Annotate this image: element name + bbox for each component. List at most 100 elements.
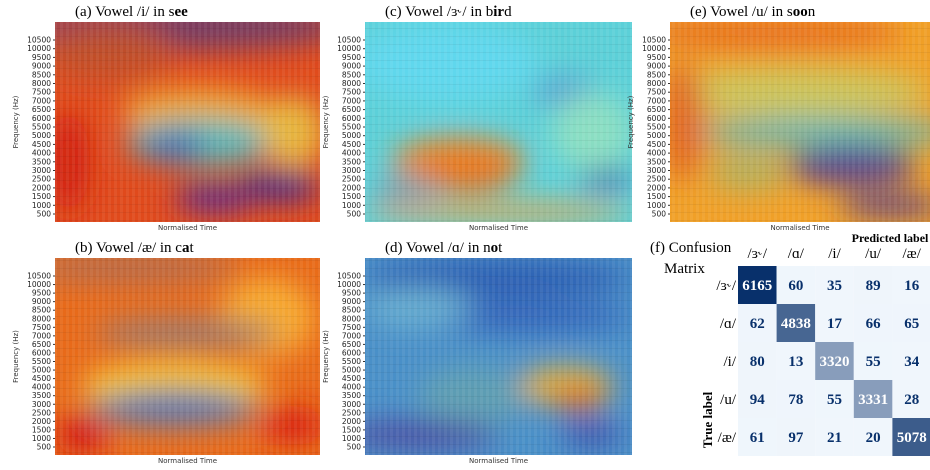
- confusion-matrix: (f) Confusion Matrix Predicted label True l…: [650, 231, 930, 456]
- y-tick-label: 1000: [32, 201, 51, 210]
- cm-value: 3331: [858, 392, 888, 408]
- y-tick-label: 2000: [32, 183, 51, 192]
- y-tick-label: 7500: [342, 323, 361, 332]
- spectrogram-image: [365, 22, 632, 222]
- cm-cell: [853, 266, 893, 304]
- y-tick-label: 5000: [342, 131, 361, 140]
- cm-cell: [738, 418, 777, 456]
- cm-cell: [815, 266, 854, 304]
- cm-value: 35: [827, 278, 842, 294]
- spectrogram-panel: (c) Vowel /ɜ˞/ in bird 500100015002000250…: [322, 4, 632, 232]
- spectrogram-image: [365, 258, 632, 455]
- texture: [365, 22, 632, 222]
- y-tick-label: 8500: [32, 70, 51, 79]
- y-tick-label: 8000: [647, 79, 666, 88]
- y-tick-label: 500: [37, 443, 52, 452]
- y-tick-label: 3500: [32, 391, 51, 400]
- y-tick-label: 9000: [647, 62, 666, 71]
- title-part: o: [491, 240, 499, 256]
- y-tick-label: 2500: [32, 175, 51, 184]
- cm-cell: [738, 380, 777, 418]
- cm-title: Matrix: [664, 261, 705, 277]
- cm-value: 4838: [781, 316, 811, 332]
- cm-value: 3320: [820, 354, 850, 370]
- y-tick-label: 7500: [342, 88, 361, 97]
- y-tick-label: 10500: [27, 36, 51, 45]
- cm-cell: [815, 304, 854, 342]
- y-tick-label: 7000: [32, 331, 51, 340]
- y-tick-label: 500: [347, 443, 362, 452]
- cm-col-label: /i/: [828, 246, 841, 262]
- x-axis-label: Normalised Time: [158, 224, 217, 232]
- cm-cell: [892, 380, 930, 418]
- cm-cell: [776, 418, 816, 456]
- texture: [55, 22, 320, 222]
- cm-value: 34: [904, 354, 920, 370]
- cm-cell: [776, 304, 816, 342]
- cm-value: 61: [750, 430, 765, 446]
- y-tick-label: 6000: [32, 114, 51, 123]
- y-tick-label: 7000: [647, 96, 666, 105]
- panel-title: (a) Vowel /i/ in see: [75, 4, 188, 20]
- cm-row-label: /ɑ/: [720, 316, 737, 332]
- y-tick-label: 2500: [32, 408, 51, 417]
- y-tick-label: 3500: [342, 391, 361, 400]
- cm-cell: [853, 418, 893, 456]
- cm-value: 65: [904, 316, 919, 332]
- cm-value: 55: [866, 354, 881, 370]
- y-tick-label: 7000: [342, 331, 361, 340]
- y-tick-label: 8500: [342, 306, 361, 315]
- y-tick-label: 9000: [32, 297, 51, 306]
- y-tick-label: 1500: [342, 192, 361, 201]
- y-tick-label: 3000: [32, 400, 51, 409]
- y-tick-label: 500: [347, 210, 362, 219]
- y-tick-label: 1000: [342, 434, 361, 443]
- cm-cell: [815, 418, 854, 456]
- y-tick-label: 3500: [342, 157, 361, 166]
- y-tick-label: 1000: [647, 201, 666, 210]
- cm-col-label: /ɜ˞/: [747, 246, 767, 262]
- cm-value: 20: [866, 430, 881, 446]
- cm-value: 97: [788, 430, 804, 446]
- y-tick-label: 6500: [32, 340, 51, 349]
- y-tick-label: 6000: [32, 348, 51, 357]
- cm-cell: [892, 342, 930, 380]
- y-tick-label: 8000: [342, 314, 361, 323]
- cm-cell: [892, 418, 930, 456]
- y-axis-label: Frequency (Hz): [627, 95, 635, 148]
- cm-value: 5078: [897, 430, 927, 446]
- y-tick-label: 9000: [32, 62, 51, 71]
- y-tick-label: 4000: [32, 383, 51, 392]
- cm-xlabel: Predicted label: [852, 231, 929, 245]
- y-tick-label: 9500: [342, 53, 361, 62]
- y-tick-label: 1500: [342, 425, 361, 434]
- cm-cell: [776, 342, 816, 380]
- y-tick-label: 4500: [32, 140, 51, 149]
- cm-value: 80: [750, 354, 765, 370]
- cm-title: (f) Confusion: [650, 240, 732, 256]
- x-axis-label: Normalised Time: [158, 457, 217, 465]
- y-tick-label: 2000: [32, 417, 51, 426]
- y-tick-label: 2500: [647, 175, 666, 184]
- y-tick-label: 500: [37, 210, 52, 219]
- panel-title: (d) Vowel /ɑ/ in not: [385, 240, 503, 256]
- y-tick-label: 6000: [647, 114, 666, 123]
- y-tick-label: 3500: [647, 157, 666, 166]
- y-tick-label: 8000: [32, 79, 51, 88]
- cm-value: 21: [827, 430, 842, 446]
- cm-cell: [738, 304, 777, 342]
- cm-cell: [776, 266, 816, 304]
- cm-row-label: /ɜ˞/: [716, 278, 736, 294]
- y-tick-label: 6000: [342, 114, 361, 123]
- y-tick-label: 9000: [342, 62, 361, 71]
- cm-cell: [853, 342, 893, 380]
- y-tick-label: 6500: [647, 105, 666, 114]
- x-axis-label: Normalised Time: [469, 224, 528, 232]
- y-tick-label: 8000: [32, 314, 51, 323]
- y-tick-label: 9500: [32, 53, 51, 62]
- cm-value: 60: [788, 278, 803, 294]
- title-part: (c) Vowel /ɜ˞/ in b: [385, 4, 493, 20]
- y-tick-label: 7000: [32, 96, 51, 105]
- title-part: oo: [793, 4, 808, 20]
